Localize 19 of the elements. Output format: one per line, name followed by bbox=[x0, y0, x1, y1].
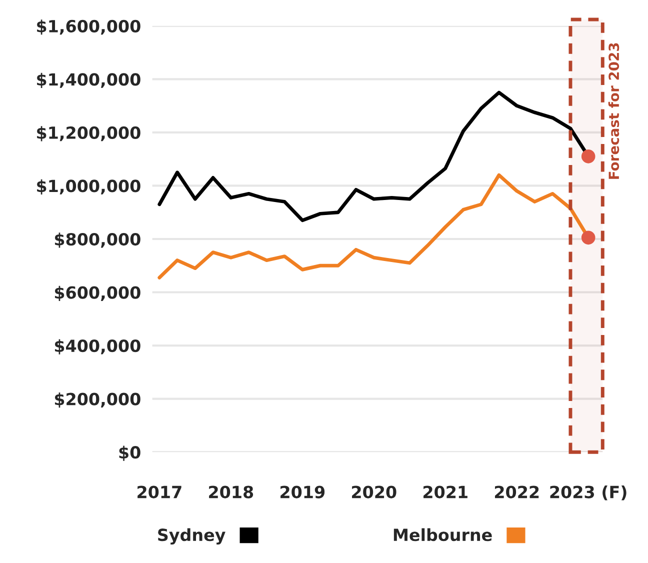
x-tick-label: 2020 bbox=[352, 486, 396, 498]
y-tick-label: $1,000,000 bbox=[37, 179, 140, 194]
y-tick-label: $400,000 bbox=[54, 339, 140, 354]
x-tick-label: 2022 bbox=[494, 486, 539, 498]
x-tick-label: 2023 (F) bbox=[550, 485, 626, 500]
x-tick-label: 2017 bbox=[138, 486, 182, 498]
y-tick-label: $200,000 bbox=[54, 392, 140, 408]
y-tick-label: $800,000 bbox=[54, 232, 140, 248]
legend-label: Sydney bbox=[158, 528, 226, 545]
y-tick-label: $600,000 bbox=[54, 286, 140, 302]
x-tick-label: 2019 bbox=[280, 486, 325, 498]
band-label: Forecast for 2023 bbox=[608, 43, 620, 179]
y-tick-label: $1,600,000 bbox=[37, 20, 140, 35]
y-tick-label: $1,400,000 bbox=[37, 72, 140, 88]
x-tick-label: 2018 bbox=[209, 486, 254, 498]
legend-label: Melbourne bbox=[394, 528, 492, 542]
y-tick-label: $0 bbox=[119, 446, 140, 461]
y-tick-label: $1,200,000 bbox=[37, 126, 140, 142]
x-tick-label: 2021 bbox=[423, 486, 468, 498]
